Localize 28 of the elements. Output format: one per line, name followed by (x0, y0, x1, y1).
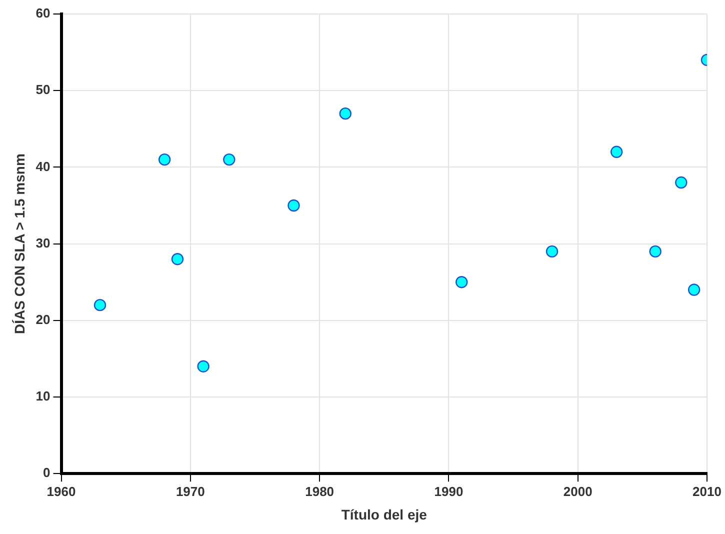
point (649, 245, 662, 258)
x-tick-label: 1970 (176, 484, 205, 499)
point (546, 245, 558, 258)
point (223, 153, 236, 166)
x-tick-label: 2000 (563, 484, 592, 499)
y-tick-label: 10 (36, 388, 50, 404)
x-axis-title: Título del eje (341, 506, 428, 522)
x-tick-label: 1990 (434, 484, 464, 499)
point (339, 107, 352, 120)
y-tick-label: 0 (43, 465, 50, 480)
x-tick-label: 1960 (46, 484, 76, 499)
point (675, 176, 688, 189)
point (197, 360, 210, 372)
point (94, 298, 106, 312)
y-tick-label: 20 (36, 312, 50, 327)
point (456, 276, 468, 288)
point (158, 153, 171, 166)
point (688, 284, 700, 296)
point (171, 253, 184, 266)
y-tick-label: 30 (36, 235, 50, 250)
y-tick-label: 50 (36, 82, 50, 98)
point (288, 199, 300, 212)
y-tick-label: 60 (36, 6, 50, 21)
y-tick-label: 40 (36, 158, 50, 174)
y-axis-title: DÍAS CON SLA > 1.5 msnm (11, 154, 28, 334)
x-tick-label: 2010 (692, 484, 722, 499)
point (610, 146, 623, 158)
x-tick-label: 1980 (305, 484, 334, 499)
